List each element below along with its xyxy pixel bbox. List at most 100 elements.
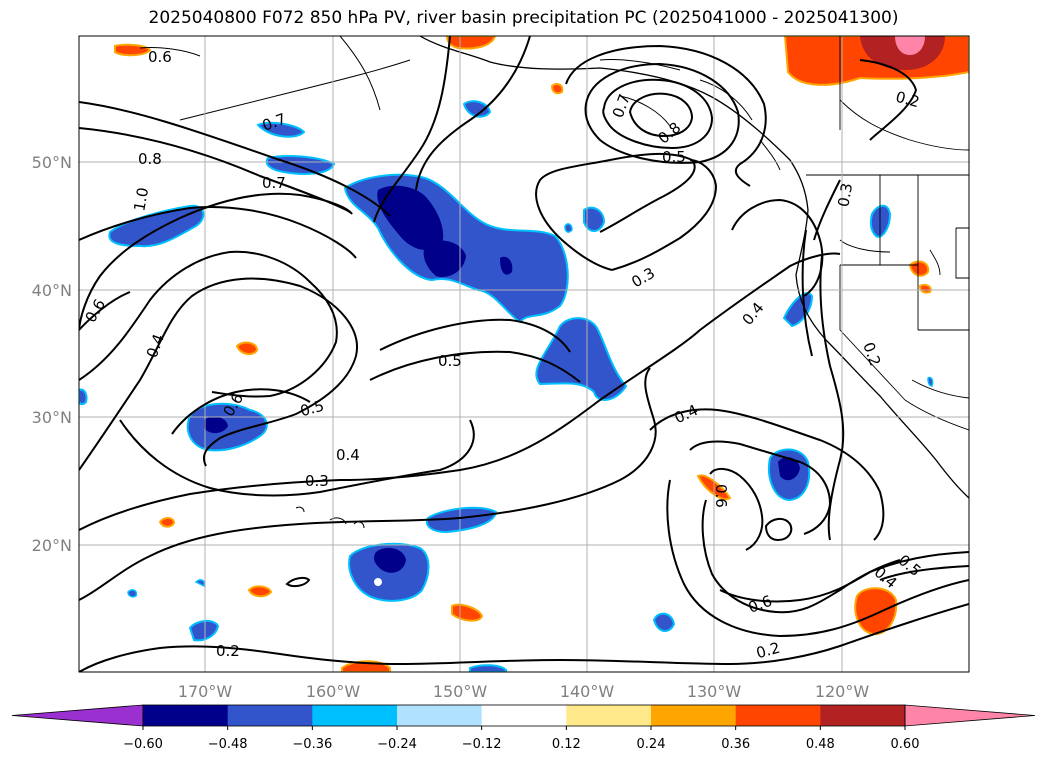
pv-contour: [801, 229, 813, 357]
map-title: 2025040800 F072 850 hPa PV, river basin …: [148, 8, 899, 28]
lon-label-140w: 140°W: [560, 682, 615, 701]
lat-label-40n: 40°N: [32, 281, 72, 300]
pv-contour: [565, 44, 767, 187]
contour-label: 0.8: [138, 150, 162, 168]
contour-label: 0.3: [834, 182, 856, 209]
colorbar-tick-label: 0.36: [721, 737, 750, 752]
lat-label-30n: 30°N: [32, 408, 72, 427]
colorbar-segment: [312, 705, 398, 726]
pv-contour: [79, 250, 338, 398]
colorbar-segment: [143, 705, 229, 726]
precip-patch-west-mid: [186, 402, 268, 452]
precip-patch-north-center-small: [462, 100, 492, 118]
lon-label-150w: 150°W: [433, 682, 488, 701]
contour-label: 0.5: [438, 352, 462, 370]
lon-label-120w: 120°W: [815, 682, 870, 701]
pv-contour: [373, 36, 451, 223]
lon-label-160w: 160°W: [306, 682, 361, 701]
pv-contour: [79, 603, 969, 672]
colorbar-segment: [820, 705, 906, 726]
contour-label: 0.5: [662, 148, 686, 166]
map-frame: [78, 35, 970, 673]
colorbar-segment: [735, 705, 821, 726]
colorbar-segment: [397, 705, 483, 726]
positive-precip-patches: [114, 36, 969, 672]
pv-contour: [879, 565, 969, 581]
colorbar-segment: [651, 705, 737, 726]
pv-contour: [649, 408, 885, 541]
lat-label-20n: 20°N: [32, 536, 72, 555]
colorbar-tick-label: −0.48: [208, 737, 248, 752]
colorbar-segment: [566, 705, 652, 726]
precip-patch-east-mid: [768, 448, 811, 502]
contour-label: 0.6: [712, 484, 730, 508]
pv-contour: [119, 419, 475, 497]
precip-patch-central-large: [343, 173, 569, 324]
precip-patch-coast-small: [550, 83, 564, 95]
pv-contour: [79, 277, 358, 471]
contour-label: 1.0: [130, 186, 152, 213]
pv-contour: [79, 127, 353, 331]
precip-patch-west-edge: [79, 388, 88, 406]
colorbar-segment: [227, 705, 313, 726]
contour-label: 0.6: [148, 48, 172, 66]
pv-contour: [819, 255, 845, 541]
pv-contour: [689, 440, 832, 535]
pv-contour: [813, 179, 841, 241]
contour-label: 0.2: [894, 88, 922, 112]
colorbar-tick-label: −0.36: [292, 737, 332, 752]
precip-patch-northwest: [108, 204, 205, 248]
colorbar-tick-label: 0.48: [806, 737, 835, 752]
pv-contour: [79, 252, 841, 531]
pv-contour: [79, 367, 657, 601]
colorbar-tick-label: −0.24: [377, 737, 417, 752]
contour-label: 0.7: [262, 174, 286, 192]
lon-label-170w: 170°W: [178, 682, 233, 701]
colorbar-segment: [481, 705, 567, 726]
colorbar-tick-label: −0.60: [123, 737, 163, 752]
colorbar-frame: [142, 704, 906, 727]
pv-contour: [415, 36, 531, 191]
precip-patch-southeast: [854, 587, 898, 636]
precip-patch-inland: [918, 283, 932, 294]
pv-contour: [709, 468, 764, 551]
lon-label-130w: 130°W: [687, 682, 742, 701]
precip-patch-north-pacific: [114, 43, 152, 57]
latitude-labels: 50°N 40°N 30°N 20°N: [32, 153, 72, 555]
pv-contour: [628, 92, 694, 138]
precip-patch-tiny-3: [564, 223, 573, 233]
precip-patch-southwest: [247, 585, 273, 598]
colorbar-extend-high: [904, 704, 1036, 727]
colorbar-tick-label: 0.60: [891, 737, 920, 752]
pv-contour: [584, 62, 740, 164]
contour-label: 0.5: [298, 397, 326, 421]
pv-contour: [285, 576, 311, 588]
pv-contour: [379, 318, 571, 353]
precip-patch-northeast: [783, 36, 969, 86]
pv-contour: [859, 59, 918, 141]
precip-patch-coast-east: [782, 292, 814, 328]
contour-label: 0.3: [305, 472, 329, 490]
pv-contour: [171, 388, 311, 435]
pv-contour: [602, 78, 714, 150]
colorbar-extend-low: [11, 704, 144, 727]
precip-patch-tiny-4: [927, 376, 934, 387]
pv-contour: [611, 159, 718, 271]
precip-patch-northwest-mid: [235, 341, 259, 356]
pv-contour: [79, 291, 131, 331]
pv-contour: [369, 350, 581, 383]
precip-patch-west: [158, 517, 176, 528]
map-area: 0.6 0.7 0.8 1.0 0.6 0.7 0.4 0.6 0.5 0.5 …: [79, 36, 969, 672]
pv-contour: [79, 205, 357, 259]
political-borders: [806, 36, 969, 431]
precip-patch-south-east-blue: [652, 612, 676, 632]
pv-contour: [719, 551, 969, 603]
precip-patch-tiny-1: [127, 589, 138, 598]
precip-patch-south-blue: [469, 664, 507, 672]
lat-label-50n: 50°N: [32, 153, 72, 172]
pv-contour: [535, 152, 696, 271]
pv-contours: [79, 36, 969, 672]
colorbar-tick-label: −0.12: [462, 737, 502, 752]
contour-label: 0.2: [216, 642, 240, 660]
